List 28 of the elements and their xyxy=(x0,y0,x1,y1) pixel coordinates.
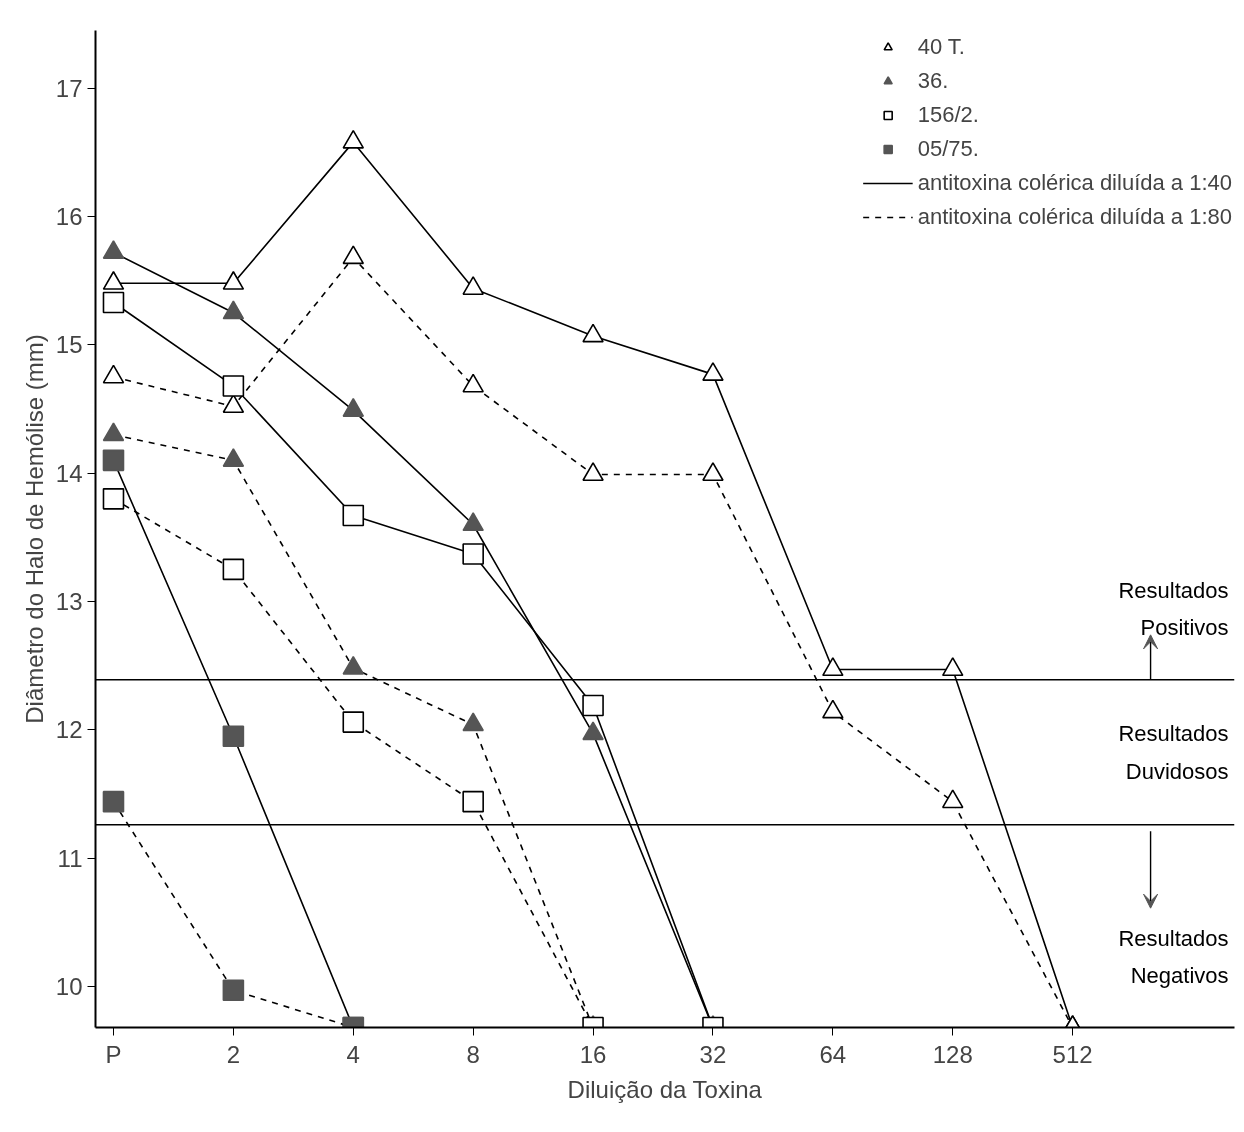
annotation: antitoxina colérica diluída a 1:40 xyxy=(917,169,1232,197)
x-tick-label: 8 xyxy=(466,1040,480,1068)
x-tick-label: 512 xyxy=(1052,1040,1093,1068)
y-axis-title: Diâmetro do Halo de Hemólise (mm) xyxy=(20,334,48,724)
x-tick-label: 4 xyxy=(346,1040,360,1068)
x-tick-label: 16 xyxy=(579,1040,607,1068)
y-tick-label: 12 xyxy=(55,716,83,744)
y-tick-label: 16 xyxy=(55,203,83,231)
y-tick-label: 13 xyxy=(55,588,83,615)
x-tick-label: 32 xyxy=(699,1040,727,1068)
x-tick-label: P xyxy=(105,1040,122,1068)
y-tick-label: 15 xyxy=(55,331,83,359)
annotation: Resultados Duvidosos xyxy=(1118,721,1229,784)
x-tick-label: 2 xyxy=(226,1040,241,1068)
legend-label: 36. xyxy=(917,67,949,95)
annotation: antitoxina colérica diluída a 1:80 xyxy=(917,203,1232,231)
annotation: Resultados Positivos xyxy=(1118,577,1229,641)
x-axis-title: Diluição da Toxina xyxy=(567,1075,763,1103)
y-tick-label: 17 xyxy=(55,74,83,102)
legend-label: 05/75. xyxy=(917,135,979,163)
legend-label: 156/2. xyxy=(917,101,979,129)
y-tick-label: 10 xyxy=(55,972,83,1000)
y-tick-label: 11 xyxy=(57,844,83,872)
legend-label: 40 T. xyxy=(917,33,965,61)
annotation: Resultados Negativos xyxy=(1118,925,1229,989)
x-tick-label: 128 xyxy=(932,1040,973,1068)
x-tick-label: 64 xyxy=(819,1040,847,1068)
y-tick-label: 14 xyxy=(55,459,83,487)
